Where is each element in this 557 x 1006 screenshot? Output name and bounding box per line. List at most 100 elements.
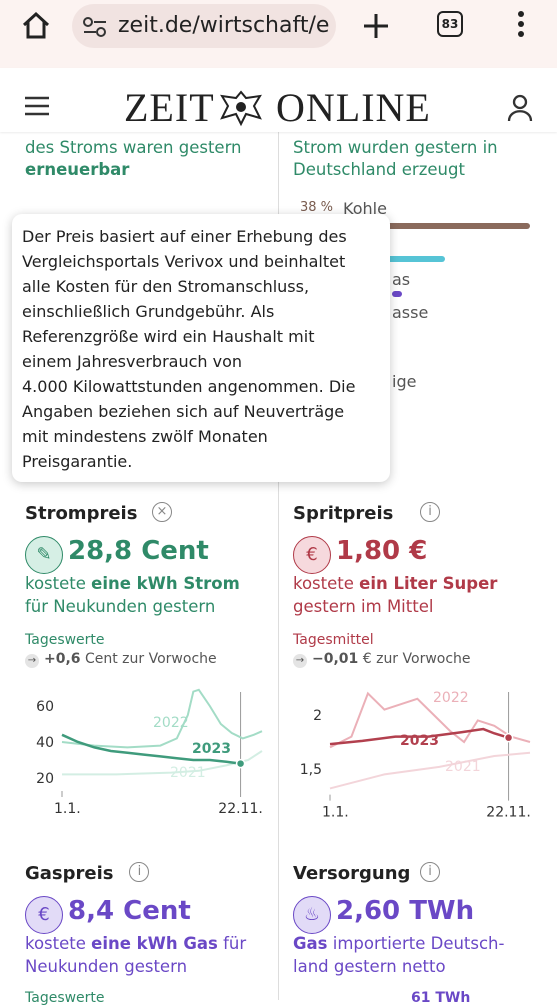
tab-count: 83 bbox=[441, 17, 459, 31]
x-tick-label: 1.1. bbox=[322, 805, 349, 821]
bg-bar bbox=[392, 291, 402, 297]
card-value: 8,4 Cent bbox=[68, 896, 191, 926]
change-row: → −0,01 € zur Vorwoche bbox=[293, 651, 471, 668]
bg-text: erneuerbar bbox=[25, 160, 130, 179]
description-part: für Neukunden gestern bbox=[25, 934, 247, 976]
tooltip-line: einschließlich Grundgebühr. Als bbox=[22, 302, 275, 321]
change-text: Cent zur Vorwoche bbox=[80, 651, 217, 667]
tooltip-line: einem Jahresverbrauch von bbox=[22, 352, 243, 371]
caption: Tageswerte bbox=[25, 632, 105, 648]
description-part: für Neukunden gestern bbox=[25, 597, 216, 616]
bg-text: asse bbox=[392, 303, 429, 322]
url-bar[interactable]: zeit.de/wirtschaft/e bbox=[72, 4, 336, 48]
nav-menu[interactable] bbox=[24, 96, 50, 116]
browser-toolbar: zeit.de/wirtschaft/e 83 bbox=[0, 0, 557, 68]
tab-switcher[interactable]: 83 bbox=[437, 11, 463, 37]
tooltip-line: Angaben beziehen sich auf Neuverträge bbox=[22, 402, 345, 421]
description-part: eine kWh Strom bbox=[91, 574, 240, 593]
url-text: zeit.de/wirtschaft/e bbox=[118, 13, 330, 38]
column-divider bbox=[278, 132, 279, 1000]
card-icon: € bbox=[25, 896, 63, 934]
bg-bar bbox=[300, 223, 530, 229]
tooltip-line: Vergleichsportals Verivox und beinhaltet bbox=[22, 252, 346, 271]
y-tick-label: 20 bbox=[36, 771, 54, 787]
change-value: −0,01 bbox=[312, 651, 359, 667]
change-text: € zur Vorwoche bbox=[358, 651, 471, 667]
card-title: Spritpreis bbox=[293, 503, 394, 524]
bg-text: Kohle bbox=[343, 199, 387, 218]
card-icon: ✎ bbox=[25, 536, 63, 574]
card-icon: € bbox=[293, 536, 331, 574]
series-line bbox=[61, 733, 241, 765]
tooltip-line: Preisgarantie. bbox=[22, 452, 133, 471]
logo-text: ONLINE bbox=[276, 85, 431, 130]
bg-text: as bbox=[392, 270, 411, 289]
logo-text: ZEIT bbox=[124, 85, 215, 130]
menu-button[interactable] bbox=[514, 10, 528, 40]
series-line bbox=[61, 688, 263, 749]
info-button[interactable]: i bbox=[420, 502, 440, 522]
caption: Tagesmittel bbox=[293, 632, 374, 648]
bg-text: Strom wurden gestern in bbox=[293, 138, 498, 157]
card-description: kostete eine kWh Strom für Neukunden ges… bbox=[25, 572, 265, 618]
tooltip: Der Preis basiert auf einer Erhebung des… bbox=[12, 214, 390, 482]
tooltip-line: Referenzgröße wird ein Haushalt mit bbox=[22, 327, 315, 346]
close-button[interactable]: × bbox=[152, 502, 172, 522]
last-point bbox=[235, 758, 246, 769]
change-row: → +0,6 Cent zur Vorwoche bbox=[25, 651, 217, 668]
description-part: kostete bbox=[293, 574, 360, 593]
info-button[interactable]: i bbox=[420, 862, 440, 882]
series-label: 2022 bbox=[153, 715, 189, 731]
card-value: 28,8 Cent bbox=[68, 536, 209, 566]
card-icon: ♨ bbox=[293, 896, 331, 934]
card-title: Strompreis bbox=[25, 503, 138, 524]
series-line bbox=[329, 727, 509, 746]
card-description: Gas importierte Deutsch-land gestern net… bbox=[293, 932, 515, 978]
series-label: 2021 bbox=[445, 759, 481, 775]
x-tick-label: 22.11. bbox=[486, 805, 531, 821]
description-part: kostete bbox=[25, 574, 92, 593]
y-tick-label: 1,5 bbox=[300, 762, 322, 778]
card-value: 2,60 TWh bbox=[336, 896, 475, 926]
card-value: 1,80 € bbox=[336, 536, 428, 566]
home-button[interactable] bbox=[20, 10, 52, 40]
series-line bbox=[329, 751, 531, 790]
bg-text: Deutschland erzeugt bbox=[293, 160, 465, 179]
series-line bbox=[62, 750, 263, 776]
card-title: Versorgung bbox=[293, 863, 411, 884]
description-part: eine kWh Gas bbox=[91, 934, 218, 953]
y-tick-label: 40 bbox=[36, 735, 54, 751]
series-label: 2021 bbox=[170, 765, 206, 781]
tooltip-line: mit mindestens zwölf Monaten bbox=[22, 427, 268, 446]
y-tick-label: 2 bbox=[313, 708, 322, 724]
description-part: Gas bbox=[293, 934, 328, 953]
bg-text: des Stroms waren gestern bbox=[25, 138, 242, 157]
change-icon: → bbox=[293, 654, 307, 668]
description-part: ein Liter Super bbox=[359, 574, 498, 593]
new-tab-button[interactable] bbox=[362, 12, 390, 40]
series-line bbox=[329, 691, 531, 749]
series-label: 2023 bbox=[400, 733, 439, 749]
bg-text: ige bbox=[392, 372, 417, 391]
series-label: 2022 bbox=[433, 690, 469, 706]
info-button[interactable]: i bbox=[129, 862, 150, 882]
x-tick-label: 22.11. bbox=[218, 801, 263, 817]
description-part: kostete bbox=[25, 934, 92, 953]
description-part: gestern im Mittel bbox=[293, 597, 434, 616]
description-part: importierte Deutsch-land gestern netto bbox=[293, 934, 505, 976]
x-tick-label: 1.1. bbox=[54, 801, 81, 817]
y-tick-label: 60 bbox=[36, 699, 54, 715]
series-label: 2023 bbox=[192, 741, 231, 757]
site-header bbox=[0, 68, 557, 132]
site-info-icon[interactable] bbox=[82, 16, 108, 38]
tooltip-line: alle Kosten für den Stromanschluss, bbox=[22, 277, 310, 296]
account-button[interactable] bbox=[507, 94, 533, 122]
card-description: kostete ein Liter Super gestern im Mitte… bbox=[293, 572, 533, 618]
card-description: kostete eine kWh Gas für Neukunden geste… bbox=[25, 932, 265, 978]
tooltip-line: Der Preis basiert auf einer Erhebung des bbox=[22, 227, 347, 246]
change-icon: → bbox=[25, 654, 39, 668]
card-title: Gaspreis bbox=[25, 863, 114, 884]
change-value: +0,6 bbox=[44, 651, 81, 667]
